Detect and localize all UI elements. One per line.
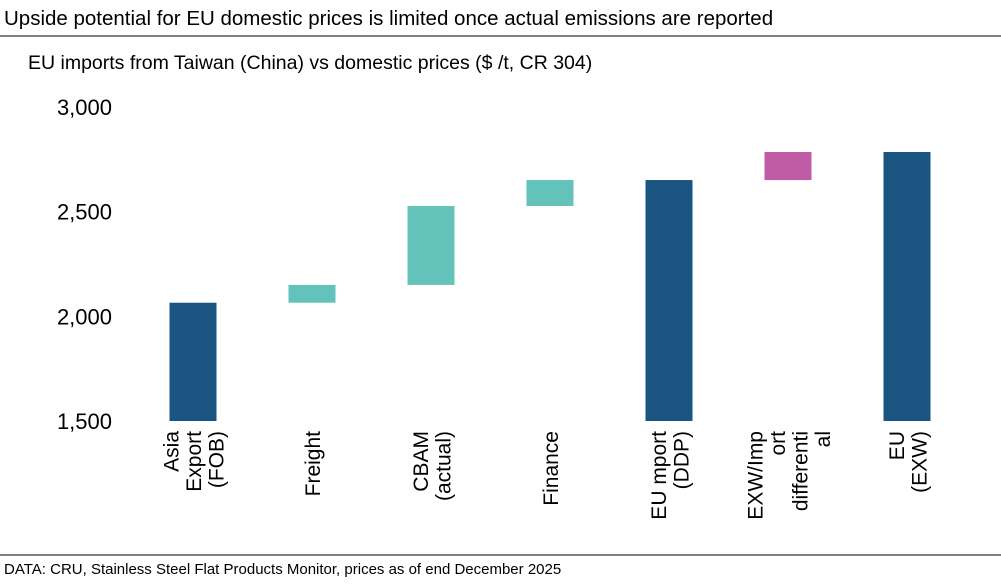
page-title: Upside potential for EU domestic prices …: [4, 7, 773, 30]
x-tick-label: (actual): [432, 431, 455, 501]
y-tick-label: 1,500: [57, 409, 112, 434]
x-tick-label: al: [812, 431, 835, 447]
bar-asia-export-fob: [169, 302, 217, 421]
y-tick-label: 2,500: [57, 200, 112, 225]
x-tick-label: (FOB): [206, 431, 229, 488]
bars: [169, 152, 931, 422]
bar-finance: [526, 180, 574, 207]
y-tick-label: 3,000: [57, 95, 112, 120]
x-tick-label: (DDP): [670, 431, 693, 489]
x-tick-label: CBAM: [410, 431, 433, 492]
x-tick-label: differenti: [789, 431, 812, 511]
chart-title: EU imports from Taiwan (China) vs domest…: [28, 52, 592, 74]
x-tick-label: (EXW): [908, 431, 931, 493]
x-tick-label: EU: [886, 431, 909, 460]
x-tick-label: EXW/Imp: [744, 431, 767, 520]
bar-cbam-actual: [407, 206, 455, 285]
x-tick-label: ort: [767, 431, 790, 456]
x-tick-label: Asia: [161, 431, 184, 472]
y-tick-label: 2,000: [57, 304, 112, 329]
x-tick-label: Freight: [302, 431, 325, 497]
bar-exw-imp-ort-differenti-al: [764, 152, 812, 181]
x-tick-label: Finance: [540, 431, 563, 506]
bar-eu-mport-ddp: [645, 180, 693, 421]
x-axis: Asia Export (FOB) Freight CBAM (actual) Financ…: [161, 431, 932, 520]
bar-eu-exw: [883, 152, 931, 422]
footer-source: DATA: CRU, Stainless Steel Flat Products…: [4, 561, 561, 578]
x-tick-label: EU mport: [648, 431, 671, 520]
bar-freight: [288, 284, 336, 303]
y-axis: 1,500 2,000 2,500 3,000: [57, 95, 112, 434]
x-tick-label: Export: [183, 431, 206, 492]
